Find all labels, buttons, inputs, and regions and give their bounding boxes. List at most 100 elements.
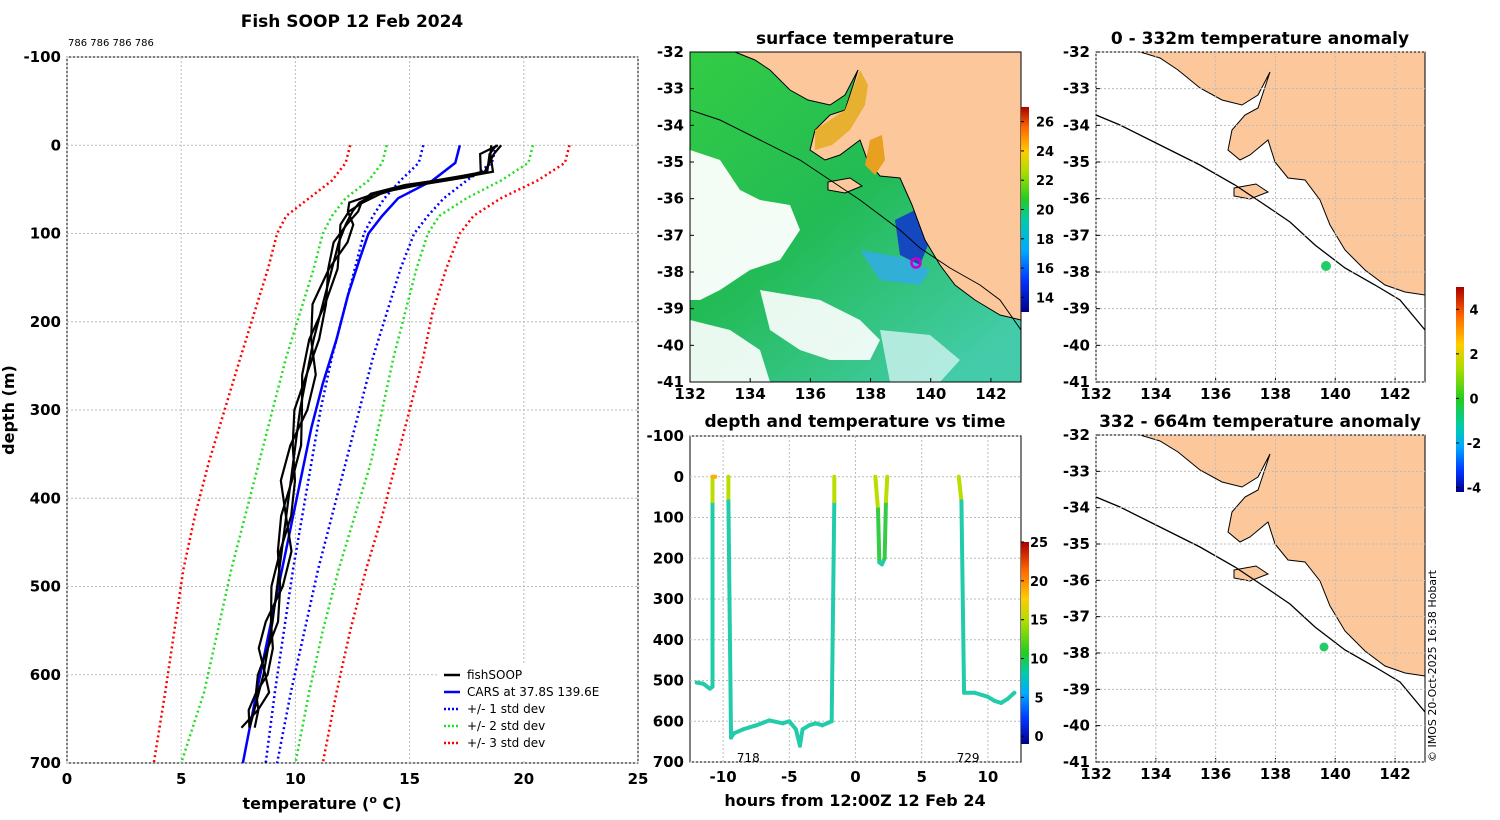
colorbar-tick-label: -4 (1467, 482, 1481, 497)
std-dev-line (152, 144, 352, 764)
std-dev-line (275, 144, 498, 764)
anomaly-bottom-marker (1319, 642, 1329, 652)
colorbar-tick-label: 22 (1036, 174, 1054, 189)
sst-gulf-warm (815, 70, 868, 150)
y-tick-label: 100 (30, 225, 61, 243)
y-tick-label: -40 (657, 336, 684, 354)
std-dev-line (321, 144, 571, 764)
y-tick-label: -38 (1063, 644, 1090, 662)
sst-cloud-patch (690, 320, 770, 382)
x-tick-label: 0 (62, 770, 72, 788)
y-tick-label: -35 (1063, 535, 1090, 553)
colorbar-tick-label: 26 (1036, 116, 1054, 131)
depth-time-profiles (694, 474, 1017, 748)
x-tick-label: 134 (735, 385, 766, 403)
depth-time-title: depth and temperature vs time (705, 412, 1006, 432)
y-tick-label: -33 (657, 80, 684, 98)
y-tick-label: -100 (23, 48, 61, 66)
cast-number-label: 718 (737, 751, 760, 765)
profile-annotation: 786 786 786 786 (68, 38, 154, 49)
x-tick-label: 5 (916, 768, 926, 786)
y-tick-label: -38 (1063, 263, 1090, 281)
y-tick-label: -33 (1063, 80, 1090, 98)
anomaly-colorbar (1456, 287, 1464, 492)
legend-label-cars: CARS at 37.8S 139.6E (467, 685, 599, 699)
sst-cloud-patch (880, 330, 960, 382)
x-tick-label: 134 (1140, 765, 1171, 783)
sst-position-marker (910, 257, 922, 269)
sst-colorbar-ticks: 14 16 18 20 22 24 26 (1021, 116, 1054, 306)
legend-label-3std: +/- 3 std dev (467, 736, 545, 750)
x-tick-label: 136 (1200, 765, 1231, 783)
profile-legend: fishSOOP CARS at 37.8S 139.6E +/- 1 std … (438, 664, 636, 760)
colorbar-tick-label: 0 (1469, 392, 1478, 407)
sst-kangaroo-island (827, 177, 864, 194)
y-tick-label: 500 (30, 578, 61, 596)
y-tick-label: 600 (653, 712, 684, 730)
y-tick-label: -36 (1063, 190, 1090, 208)
anomaly-map-bottom: 332 - 664m temperature anomaly 132 134 136… (1063, 287, 1481, 783)
x-tick-label: 15 (399, 770, 420, 788)
y-tick-label: -33 (1063, 462, 1090, 480)
x-tick-label: 140 (915, 385, 946, 403)
x-tick-label: 5 (176, 770, 186, 788)
colorbar-tick-label: 18 (1036, 233, 1054, 248)
anomaly-top-title: 0 - 332m temperature anomaly (1111, 29, 1409, 49)
legend-label-2std: +/- 2 std dev (467, 719, 545, 733)
profile-segment (972, 690, 990, 699)
x-tick-label: 20 (513, 770, 534, 788)
colorbar-tick-label: -2 (1467, 437, 1481, 452)
x-tick-label: 138 (1260, 385, 1291, 403)
x-tick-label: -10 (710, 768, 737, 786)
anomaly-bottom-land (1139, 435, 1425, 677)
profile-segment (873, 474, 881, 512)
y-tick-label: -37 (657, 226, 684, 244)
colorbar-tick-label: 20 (1036, 204, 1054, 219)
profile-segment (882, 499, 888, 561)
y-tick-label: -100 (646, 427, 684, 445)
y-tick-label: -41 (1063, 753, 1090, 771)
cast-number-label: 729 (957, 751, 980, 765)
y-tick-label: -40 (1063, 336, 1090, 354)
anomaly-colorbar-ticks: 4 2 0 -2 -4 (1456, 303, 1481, 497)
x-tick-label: 142 (1379, 385, 1410, 403)
depth-time-chart: depth and temperature vs time -10 -5 0 5 10 … (646, 412, 1048, 810)
profile-segment (797, 727, 805, 748)
profile-x-ticks: 0 5 10 15 20 25 (62, 770, 649, 788)
colorbar-tick-label: 14 (1036, 291, 1054, 306)
x-tick-label: 10 (285, 770, 306, 788)
y-tick-label: -41 (657, 373, 684, 391)
y-tick-label: 200 (30, 313, 61, 331)
x-tick-label: 140 (1320, 765, 1351, 783)
y-tick-label: -32 (1063, 426, 1090, 444)
std-dev-line (294, 144, 535, 764)
x-tick-label: -5 (781, 768, 798, 786)
sst-map: surface temperature (657, 29, 1054, 403)
profile-title: Fish SOOP 12 Feb 2024 (241, 12, 464, 32)
y-tick-label: -36 (657, 190, 684, 208)
sst-title: surface temperature (756, 29, 954, 49)
profile-segment (740, 723, 759, 732)
y-tick-label: -34 (1063, 116, 1090, 134)
colorbar-tick-label: 16 (1036, 262, 1054, 277)
y-tick-label: 600 (30, 666, 61, 684)
x-tick-label: 142 (1379, 765, 1410, 783)
profile-chart: Fish SOOP 12 Feb 2024 786 786 786 786 0 5… (0, 12, 648, 813)
x-tick-label: 134 (1140, 385, 1171, 403)
anomaly-bottom-shelf-contour (1096, 496, 1425, 713)
depth-time-colorbar (1021, 542, 1029, 744)
legend-label-1std: +/- 1 std dev (467, 702, 545, 716)
colorbar-tick-label: 4 (1469, 303, 1478, 318)
y-tick-label: -37 (1063, 226, 1090, 244)
profile-segment (754, 718, 772, 728)
copyright-note: © IMOS 20-Oct-2025 16:38 Hobart (1426, 569, 1439, 762)
profile-y-ticks: -100 0 100 200 300 400 500 600 700 (23, 48, 61, 772)
anomaly-top-shelf-contour (1096, 114, 1425, 331)
y-tick-label: 0 (51, 136, 61, 154)
y-tick-label: 300 (30, 401, 61, 419)
legend-box (438, 664, 636, 760)
x-tick-label: 25 (628, 770, 649, 788)
depth-time-annotations: 718 729 (737, 751, 980, 765)
y-tick-label: -35 (1063, 153, 1090, 171)
